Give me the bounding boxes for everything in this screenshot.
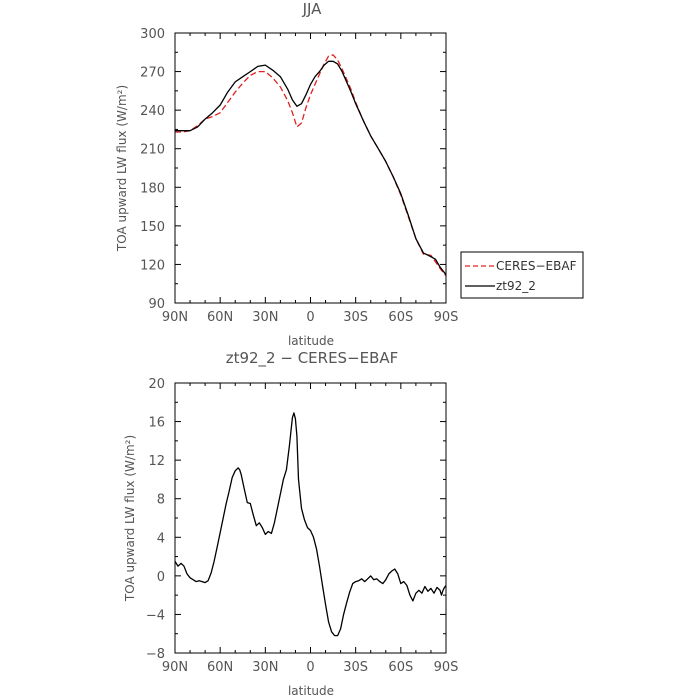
x-tick-label: 0 <box>306 310 314 325</box>
chart-jja: JJA 90N 60N 30N 0 30S 60S 90S 90 120 150 180 210 240… <box>115 0 584 348</box>
y-tick-label: −4 <box>146 608 165 623</box>
x-tick-label: 30N <box>252 660 278 675</box>
y-axis-label: TOA upward LW flux (W/m²) <box>123 435 137 602</box>
y-tick-label: 0 <box>157 570 165 585</box>
chart-title: JJA <box>302 0 323 18</box>
x-tick-label: 0 <box>306 660 314 675</box>
y-tick-label: 210 <box>140 143 165 158</box>
tick-group: 90N 60N 30N 0 30S 60S 90S 90 120 150 180 210 240 270 3… <box>140 27 458 325</box>
y-tick-label: 4 <box>157 531 165 546</box>
x-tick-label: 90S <box>434 310 459 325</box>
plot-frame <box>174 382 447 654</box>
x-axis-label: latitude <box>288 334 334 348</box>
x-tick-label: 90N <box>162 310 188 325</box>
legend-label-ceres: CERES−EBAF <box>496 259 577 273</box>
series-group <box>175 54 447 277</box>
legend-label-zt92: zt92_2 <box>496 279 536 293</box>
y-tick-label: 120 <box>140 258 165 273</box>
series-group <box>174 412 447 637</box>
x-tick-label: 30S <box>343 310 368 325</box>
y-tick-label: 16 <box>148 416 165 431</box>
series-line-ceres <box>175 54 447 277</box>
y-tick-label: 12 <box>148 454 165 469</box>
x-tick-label: 30S <box>343 660 368 675</box>
y-tick-label: −8 <box>146 647 165 662</box>
x-tick-label: 30N <box>252 310 278 325</box>
x-tick-label: 60N <box>207 310 233 325</box>
y-tick-label: 180 <box>140 181 165 196</box>
plot-frame <box>174 32 447 304</box>
legend: CERES−EBAF zt92_2 <box>460 251 584 299</box>
y-tick-label: 150 <box>140 220 165 235</box>
y-tick-label: 90 <box>148 297 165 312</box>
y-tick-label: 270 <box>140 66 165 81</box>
chart-difference: zt92_2 − CERES−EBAF 90N 60N 30N 0 30S 60S 90S −… <box>123 349 458 698</box>
x-tick-label: 60S <box>388 660 413 675</box>
x-tick-label: 90N <box>162 660 188 675</box>
y-tick-label: 20 <box>148 377 165 392</box>
tick-group: 90N 60N 30N 0 30S 60S 90S −8 −4 0 4 8 12 16 20 <box>146 377 459 675</box>
y-axis-label: TOA upward LW flux (W/m²) <box>115 85 129 252</box>
y-tick-label: 300 <box>140 27 165 42</box>
series-line-zt92 <box>175 60 447 276</box>
legend-box <box>460 251 584 299</box>
series-line-difference <box>174 412 447 637</box>
chart-title: zt92_2 − CERES−EBAF <box>226 349 399 368</box>
y-tick-label: 8 <box>157 493 165 508</box>
y-tick-label: 240 <box>140 104 165 119</box>
x-axis-label: latitude <box>288 684 334 698</box>
x-tick-label: 60S <box>388 310 413 325</box>
x-tick-label: 90S <box>434 660 459 675</box>
x-tick-label: 60N <box>207 660 233 675</box>
